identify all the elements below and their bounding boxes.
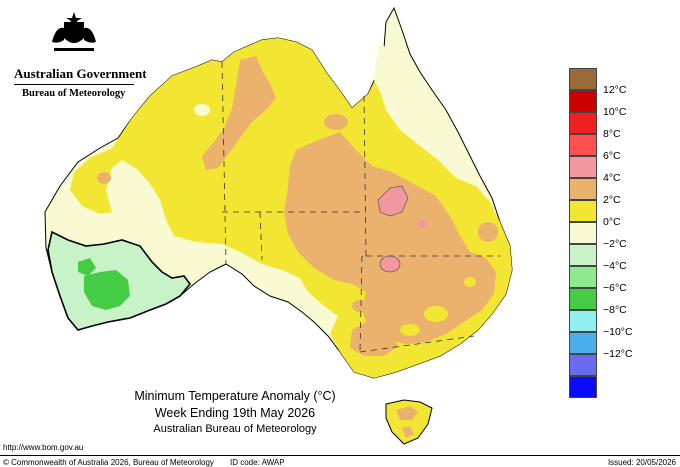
tasmania-warm (396, 406, 418, 420)
legend-swatch (569, 112, 597, 134)
map-period: Week Ending 19th May 2026 (154, 406, 316, 420)
bureau-name: Bureau of Meteorology (22, 88, 126, 99)
legend-swatch (569, 222, 597, 244)
legend-swatch (569, 90, 597, 112)
legend-label: −8°C (603, 304, 627, 316)
pale-spot (194, 104, 210, 116)
anomaly-zone-6-8-south (379, 255, 401, 273)
footer-url[interactable]: http://www.bom.gov.au (3, 443, 84, 452)
legend-swatch (569, 354, 597, 376)
pale-spot-2 (453, 157, 467, 167)
anomaly-zone-4-6-qld (478, 222, 498, 242)
color-legend (569, 68, 597, 398)
government-logo: Australian Government Bureau of Meteorol… (8, 8, 147, 99)
legend-swatch (569, 200, 597, 222)
anomaly-zone-4-6-central (284, 132, 496, 344)
legend-swatch (569, 288, 597, 310)
yellow-hole-3 (400, 324, 420, 336)
legend-label: 0°C (603, 216, 621, 228)
tasmania-warm2 (402, 426, 414, 438)
legend-label: −2°C (603, 238, 627, 250)
footer-copyright: © Commonwealth of Australia 2026, Bureau… (3, 458, 214, 467)
anomaly-zone-0-2-north (374, 40, 436, 126)
legend-swatch (569, 376, 597, 398)
legend-label: 2°C (603, 194, 621, 206)
footer-id-code: ID code: AWAP (230, 458, 285, 467)
legend-label: −12°C (603, 348, 633, 360)
legend-label: 12°C (603, 84, 627, 96)
footer-divider (0, 455, 680, 456)
legend-swatch (569, 134, 597, 156)
legend-swatch (569, 178, 597, 200)
footer-issued: Issued: 20/05/2026 (607, 458, 676, 467)
anomaly-zone-neg4-neg2 (84, 270, 130, 310)
legend-label: 10°C (603, 106, 627, 118)
legend-swatch (569, 156, 597, 178)
legend-label: −4°C (603, 260, 627, 272)
anomaly-zone-4-6-spot-2 (352, 300, 368, 312)
map-source: Australian Bureau of Meteorology (153, 423, 317, 435)
map-title: Minimum Temperature Anomaly (°C) (134, 389, 336, 403)
legend-label: 8°C (603, 128, 621, 140)
anomaly-zone-4-6-north (324, 114, 348, 130)
anomaly-zone-4-6-spot (97, 172, 111, 184)
anomaly-zone-6-8-mid (417, 220, 427, 228)
anomaly-zone-4-6-west (202, 56, 276, 170)
logo-divider (14, 84, 134, 85)
coat-of-arms-icon (52, 12, 96, 51)
legend-label: −6°C (603, 282, 627, 294)
state-borders (221, 61, 500, 353)
legend-label: 6°C (603, 150, 621, 162)
legend-swatch (569, 266, 597, 288)
yellow-hole-2 (464, 277, 476, 287)
legend-swatch (569, 68, 597, 90)
legend-swatch (569, 332, 597, 354)
legend-swatch (569, 310, 597, 332)
anomaly-zone-neg4-neg2-small (78, 258, 96, 276)
anomaly-zone-6-8-north (377, 185, 409, 217)
legend-label: 4°C (603, 172, 621, 184)
map-title-block: Minimum Temperature Anomaly (°C) Week En… (120, 388, 350, 437)
anomaly-zone-4-6-south (350, 320, 398, 356)
legend-swatch (569, 244, 597, 266)
government-name: Australian Government (14, 66, 147, 81)
legend-label: −10°C (603, 326, 633, 338)
yellow-hole (424, 306, 448, 322)
